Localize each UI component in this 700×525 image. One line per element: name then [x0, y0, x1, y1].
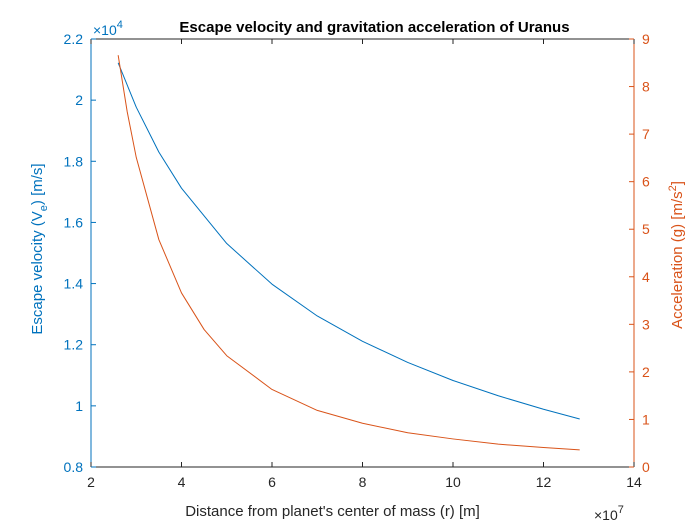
- left-y-tick-label: 1: [75, 398, 83, 414]
- x-tick-label: 10: [445, 474, 461, 490]
- left-y-tick-label: 2.2: [64, 31, 84, 47]
- x-tick-label: 8: [359, 474, 367, 490]
- right-y-tick-label: 6: [642, 174, 650, 190]
- left-y-tick-label: 2: [75, 92, 83, 108]
- acceleration-line: [117, 55, 580, 451]
- x-tick-label: 2: [87, 474, 95, 490]
- escape-velocity-line: [117, 62, 580, 420]
- left-y-tick-label: 1.8: [64, 153, 84, 169]
- left-y-tick-label: 1.6: [64, 214, 84, 230]
- left-y-axis-label: Escape velocity (Ve) [m/s]: [29, 163, 50, 334]
- x-tick-label: 6: [268, 474, 276, 490]
- left-y-tick-label: 1.4: [64, 276, 84, 292]
- left-axis-multiplier: ×104: [93, 19, 123, 38]
- x-tick-label: 4: [178, 474, 186, 490]
- right-y-tick-label: 5: [642, 221, 650, 237]
- x-tick-label: 14: [626, 474, 642, 490]
- right-y-tick-label: 9: [642, 31, 650, 47]
- x-tick-label: 12: [536, 474, 552, 490]
- right-y-tick-label: 0: [642, 459, 650, 475]
- right-y-tick-label: 2: [642, 364, 650, 380]
- x-axis-multiplier: ×107: [594, 504, 624, 523]
- plot-area: [91, 39, 634, 467]
- right-y-axis-label: Acceleration (g) [m/s2]: [667, 181, 686, 329]
- right-y-tick-label: 4: [642, 269, 650, 285]
- right-y-tick-label: 1: [642, 411, 650, 427]
- right-y-tick-label: 8: [642, 79, 650, 95]
- left-y-tick-label: 1.2: [64, 337, 84, 353]
- right-y-tick-label: 7: [642, 126, 650, 142]
- left-y-tick-label: 0.8: [64, 459, 84, 475]
- right-y-tick-label: 3: [642, 316, 650, 332]
- x-axis-label: Distance from planet's center of mass (r…: [185, 503, 480, 520]
- chart-title: Escape velocity and gravitation accelera…: [179, 19, 569, 36]
